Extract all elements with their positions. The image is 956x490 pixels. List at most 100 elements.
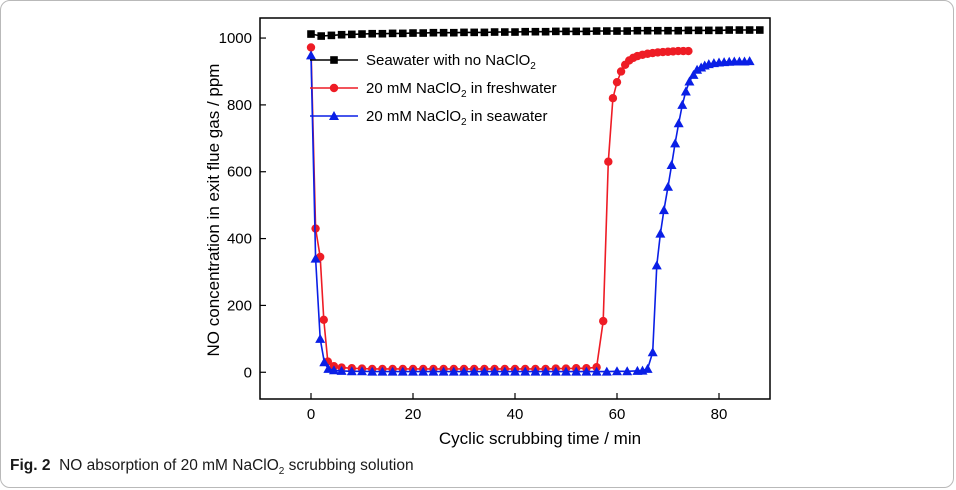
- data-point: [348, 30, 356, 39]
- y-tick-label: 200: [227, 297, 252, 314]
- y-tick-label: 1000: [219, 30, 252, 47]
- data-point: [428, 366, 439, 376]
- data-point: [663, 181, 673, 191]
- data-point: [307, 30, 315, 38]
- data-point: [715, 26, 723, 35]
- data-point: [664, 26, 672, 35]
- legend-marker: [330, 56, 338, 64]
- data-point: [613, 27, 621, 35]
- x-axis-title: Cyclic scrubbing time / min: [439, 429, 641, 448]
- data-point: [480, 28, 489, 37]
- data-point: [670, 138, 681, 148]
- data-point: [323, 363, 334, 373]
- data-point: [409, 29, 417, 37]
- data-point: [572, 27, 580, 36]
- data-point: [459, 366, 469, 376]
- data-point: [735, 26, 744, 34]
- data-point: [429, 28, 438, 37]
- data-point: [470, 28, 478, 37]
- data-point: [655, 228, 666, 238]
- data-point: [705, 26, 713, 35]
- y-tick-label: 0: [244, 364, 252, 381]
- data-point: [673, 118, 684, 128]
- data-point: [315, 333, 326, 343]
- data-point: [358, 30, 366, 38]
- data-point: [399, 29, 407, 38]
- data-point: [744, 56, 755, 66]
- data-point: [612, 366, 622, 376]
- data-point: [581, 366, 592, 376]
- data-point: [387, 366, 398, 376]
- data-point: [571, 366, 582, 376]
- y-tick-label: 400: [227, 231, 252, 248]
- legend-item: 20 mM NaClO2 in seawater: [310, 108, 547, 128]
- y-axis-title: NO concentration in exit flue gas / ppm: [204, 64, 223, 357]
- data-point: [520, 366, 531, 376]
- data-point: [674, 26, 682, 35]
- data-point: [438, 366, 449, 376]
- data-point: [561, 366, 571, 376]
- caption-subscript: 2: [278, 466, 285, 478]
- data-point: [725, 26, 733, 34]
- data-point: [319, 357, 330, 367]
- figure-label: Fig. 2: [10, 457, 51, 474]
- data-point: [603, 27, 611, 35]
- legend-label: 20 mM NaClO2 in seawater: [366, 108, 547, 128]
- data-point: [450, 28, 458, 37]
- data-point: [367, 366, 378, 376]
- data-point: [623, 27, 631, 35]
- y-tick-label: 800: [227, 97, 252, 114]
- data-point: [490, 28, 499, 36]
- data-point: [469, 366, 480, 376]
- data-point: [501, 28, 509, 36]
- data-point: [397, 366, 408, 376]
- data-point: [651, 260, 662, 270]
- x-tick-label: 80: [711, 406, 728, 423]
- data-point: [592, 27, 601, 35]
- legend: Seawater with no NaClO2 20 mM NaClO2 in f…: [310, 52, 557, 128]
- data-point: [692, 64, 703, 74]
- data-point: [688, 69, 699, 79]
- series-triangle: [306, 50, 755, 376]
- data-point: [328, 365, 339, 375]
- data-point: [319, 315, 328, 324]
- data-point: [642, 363, 653, 373]
- caption-text: NO absorption of 20 mM NaClO: [59, 457, 279, 474]
- data-point: [460, 28, 468, 37]
- data-point: [337, 30, 346, 39]
- x-tick-label: 20: [405, 406, 422, 423]
- data-point: [419, 29, 427, 37]
- legend-label: Seawater with no NaClO2: [366, 52, 536, 72]
- data-point: [643, 26, 652, 35]
- data-point: [745, 26, 754, 34]
- data-point: [511, 28, 519, 36]
- data-point: [377, 366, 388, 376]
- data-point: [448, 366, 459, 376]
- data-point: [552, 27, 560, 36]
- data-point: [346, 366, 357, 376]
- data-point: [562, 27, 570, 36]
- data-point: [530, 366, 541, 376]
- data-point: [510, 366, 520, 376]
- legend-marker: [329, 83, 339, 93]
- data-point: [439, 28, 448, 37]
- legend-item: 20 mM NaClO2 in freshwater: [310, 80, 557, 100]
- data-point: [306, 43, 316, 52]
- figure-caption: Fig. 2 NO absorption of 20 mM NaClO2 scr…: [10, 457, 414, 477]
- data-point: [612, 77, 622, 87]
- legend-item: Seawater with no NaClO2: [310, 52, 536, 72]
- data-point: [418, 366, 429, 376]
- data-point: [684, 76, 695, 86]
- data-point: [756, 26, 764, 34]
- data-point: [658, 205, 669, 215]
- x-tick-label: 0: [307, 406, 315, 423]
- data-point: [608, 94, 618, 103]
- data-point: [388, 29, 397, 38]
- data-point: [357, 366, 367, 376]
- series-layer: [306, 26, 764, 376]
- data-point: [622, 366, 633, 376]
- data-point: [694, 26, 703, 35]
- data-point: [680, 86, 691, 96]
